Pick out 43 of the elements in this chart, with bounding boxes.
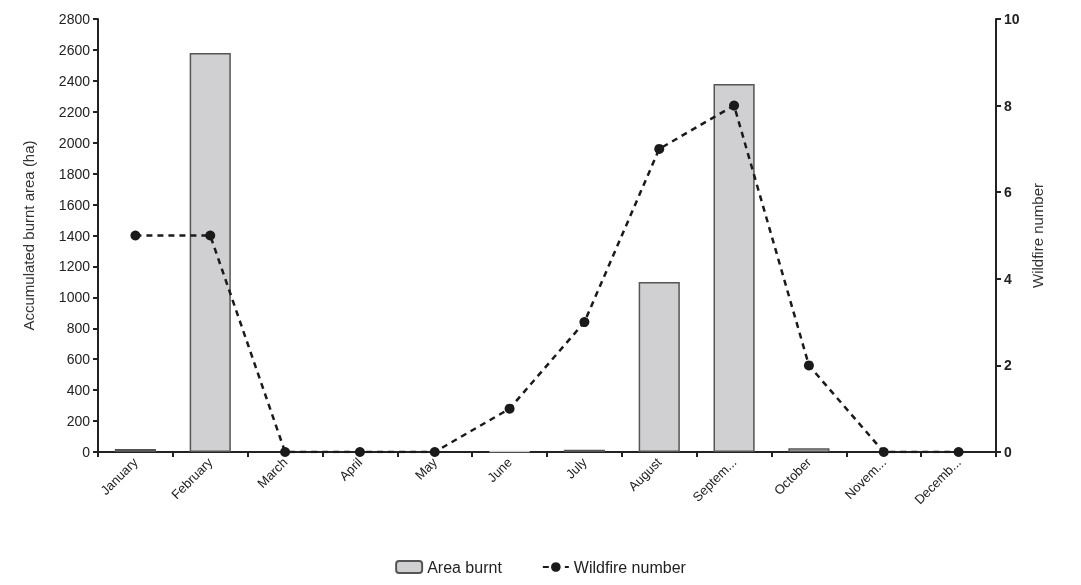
y-tick-label: 400 xyxy=(66,382,91,399)
point xyxy=(953,447,964,457)
y2-tick-label: 0 xyxy=(1004,444,1012,460)
point xyxy=(654,143,665,154)
y2-tick-label: 10 xyxy=(1004,11,1020,27)
y-tick-label: 2200 xyxy=(58,103,91,120)
y-tick-label: 2600 xyxy=(58,41,91,58)
point xyxy=(205,230,216,241)
y-tick-label: 800 xyxy=(66,320,91,337)
x-tick-label: July xyxy=(562,454,591,482)
x-tick-label: May xyxy=(412,454,441,483)
y2-tick-label: 6 xyxy=(1004,184,1012,201)
legend-label: Wildfire number xyxy=(573,558,687,576)
bar xyxy=(788,448,830,452)
y2-tick-label: 8 xyxy=(1004,97,1012,114)
y2-axis-title: Wildfire number xyxy=(1029,182,1047,289)
y-tick-label: 1400 xyxy=(58,227,91,244)
point xyxy=(130,230,141,241)
y-tick-label: 2800 xyxy=(58,11,91,27)
y2-tick-label: 4 xyxy=(1004,270,1012,287)
point xyxy=(354,447,365,457)
y-tick-label: 2400 xyxy=(58,72,91,89)
point xyxy=(579,317,590,328)
point xyxy=(803,360,814,371)
bar xyxy=(713,83,755,452)
point xyxy=(878,447,889,457)
y-tick-label: 1200 xyxy=(58,258,91,275)
y-tick-label: 1000 xyxy=(58,289,91,306)
legend-label: Area burnt xyxy=(427,558,503,576)
bar xyxy=(638,281,680,452)
y-tick-label: 600 xyxy=(66,351,91,368)
y-tick-label: 1600 xyxy=(58,196,91,213)
point xyxy=(729,100,740,111)
y-tick-label: 0 xyxy=(82,444,91,460)
y-tick-label: 1800 xyxy=(58,165,91,182)
y-axis-title: Accumulated burnt area (ha) xyxy=(20,140,37,331)
y-tick-label: 200 xyxy=(66,413,91,430)
y-tick-label: 2000 xyxy=(58,134,91,151)
point xyxy=(504,403,515,414)
bar xyxy=(189,53,231,452)
y2-tick-label: 2 xyxy=(1004,357,1012,374)
point xyxy=(429,447,440,457)
point xyxy=(280,447,291,457)
